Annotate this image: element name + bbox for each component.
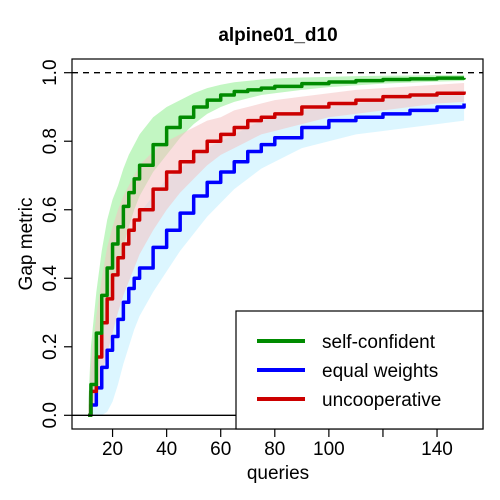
- x-tick-label: 100: [313, 439, 345, 460]
- line-equal-weights: [88, 103, 466, 418]
- chart-title: alpine01_d10: [218, 25, 337, 46]
- x-axis: 20 40 60 80 100 140: [102, 429, 453, 460]
- x-tick-label: 20: [102, 439, 123, 460]
- band-uncooperative: [88, 82, 465, 416]
- y-tick-label: 0.0: [40, 402, 61, 428]
- y-tick-label: 0.6: [40, 197, 61, 223]
- series-lines: [88, 76, 466, 418]
- confidence-bands: [88, 75, 465, 416]
- line-uncooperative: [88, 91, 466, 418]
- x-tick-label: 60: [210, 439, 231, 460]
- line-self-confident: [88, 76, 466, 418]
- x-tick-label: 140: [421, 439, 453, 460]
- x-tick-label: 80: [264, 439, 285, 460]
- x-tick-label: 40: [156, 439, 177, 460]
- legend-label: uncooperative: [322, 390, 441, 411]
- y-tick-label: 1.0: [40, 59, 61, 85]
- legend: self-confident equal weights uncooperative: [235, 310, 484, 430]
- y-axis-label: Gap metric: [16, 198, 37, 291]
- y-tick-label: 0.4: [40, 265, 61, 292]
- legend-label: equal weights: [322, 361, 438, 382]
- y-axis: 0.0 0.2 0.4 0.6 0.8 1.0: [40, 59, 72, 429]
- y-tick-label: 0.8: [40, 128, 61, 154]
- y-tick-label: 0.2: [40, 334, 61, 360]
- x-axis-label: queries: [247, 463, 309, 484]
- legend-label: self-confident: [322, 332, 436, 353]
